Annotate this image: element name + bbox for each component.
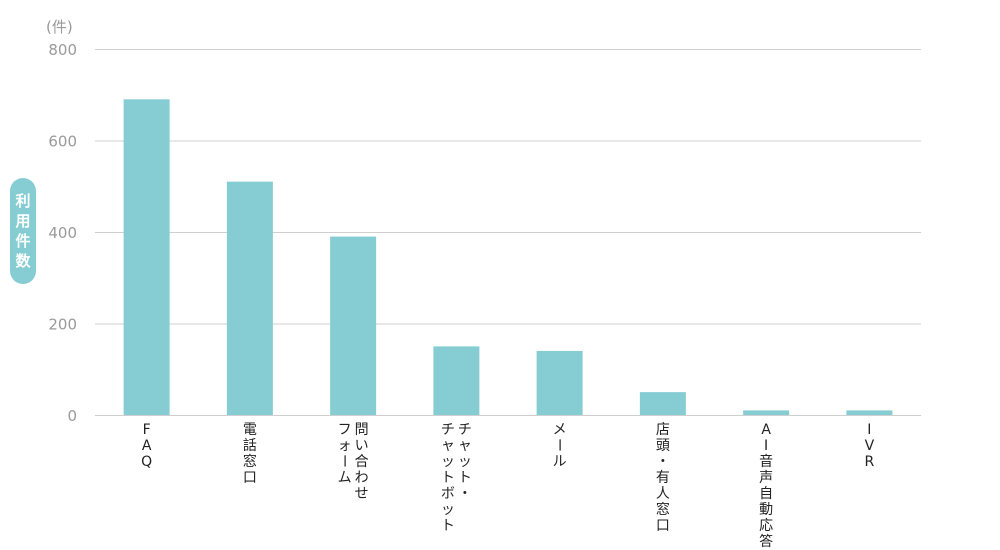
category-label-char: 音: [759, 453, 773, 470]
category-label-char: 窓: [243, 453, 257, 470]
category-label-char: ト: [441, 470, 455, 486]
category-label-char: R: [865, 454, 875, 470]
category-label-char: チ: [458, 422, 472, 438]
category-label-char: ム: [338, 470, 352, 486]
category-label-char: 人: [656, 486, 670, 502]
category-label-char: チ: [441, 422, 455, 438]
bar-3: [433, 346, 480, 415]
category-label-char: F: [143, 422, 151, 438]
category-label-char: A: [142, 438, 152, 454]
category-label-char: ル: [553, 454, 567, 470]
bar-6: [743, 410, 790, 415]
category-label-char: メ: [553, 422, 567, 438]
y-tick-labels: 0 200 400 600 800: [48, 41, 77, 425]
category-label-char: 窓: [656, 501, 670, 518]
bar-5: [639, 392, 686, 415]
category-label-char: 口: [656, 518, 670, 534]
category-label-4: メール: [551, 422, 567, 470]
category-label-char: ・: [656, 454, 670, 470]
category-label-char: 問: [355, 422, 369, 438]
category-label-char: 店: [656, 422, 670, 438]
category-label-char: ャ: [458, 438, 472, 454]
category-label-char: 合: [355, 454, 369, 470]
category-label-char: ー: [336, 454, 352, 468]
category-label-char: I: [764, 438, 768, 454]
category-label-char: 動: [759, 502, 773, 518]
category-label-char: 応: [759, 518, 773, 534]
category-label-char: Q: [141, 454, 152, 470]
category-label-char: ッ: [441, 502, 455, 518]
y-axis-label-pill: 利用件数: [10, 178, 36, 284]
category-label-char: ォ: [338, 438, 352, 454]
y-tick-label: 400: [48, 224, 77, 242]
category-label-char: 答: [759, 533, 773, 550]
category-label-char: ッ: [441, 454, 455, 470]
category-label-char: 口: [243, 470, 257, 486]
category-label-char: 声: [759, 470, 773, 486]
category-label-char: せ: [355, 486, 369, 502]
bar-1: [226, 181, 273, 415]
bar-7: [846, 410, 893, 415]
category-label-char: ャ: [441, 438, 455, 454]
category-label-char: I: [867, 422, 871, 438]
y-axis-label: 利用件数: [15, 192, 31, 270]
category-label-char: 電: [243, 422, 257, 438]
gridlines: [95, 49, 921, 416]
category-label-char: V: [865, 438, 875, 454]
category-label-char: い: [355, 438, 369, 454]
bar-2: [330, 236, 377, 415]
category-label-char: ・: [458, 486, 472, 502]
bar-0: [123, 99, 170, 415]
category-label-char: ト: [458, 470, 472, 486]
category-labels: FAQ電話窓口問い合わせフォームチャット・チャットボットメール店頭・有人窓口AI…: [141, 422, 874, 550]
category-label-char: 話: [243, 437, 257, 454]
category-label-char: 自: [759, 486, 773, 502]
category-label-char: ー: [551, 438, 567, 452]
category-label-char: ト: [441, 518, 455, 534]
category-label-7: IVR: [865, 422, 875, 470]
y-tick-label: 0: [67, 407, 77, 425]
category-label-0: FAQ: [141, 422, 152, 470]
y-tick-label: 600: [48, 133, 77, 151]
category-label-char: 頭: [656, 438, 670, 454]
y-tick-label: 800: [48, 41, 77, 59]
category-label-char: わ: [355, 470, 369, 486]
y-tick-label: 200: [48, 316, 77, 334]
bar-4: [536, 350, 583, 415]
category-label-char: 有: [656, 470, 670, 486]
y-axis-unit-label: (件): [46, 18, 73, 36]
bars: [123, 99, 893, 415]
category-label-char: ボ: [441, 486, 455, 502]
category-label-char: ッ: [458, 454, 472, 470]
category-label-char: A: [761, 422, 771, 438]
category-label-char: フ: [338, 422, 352, 438]
